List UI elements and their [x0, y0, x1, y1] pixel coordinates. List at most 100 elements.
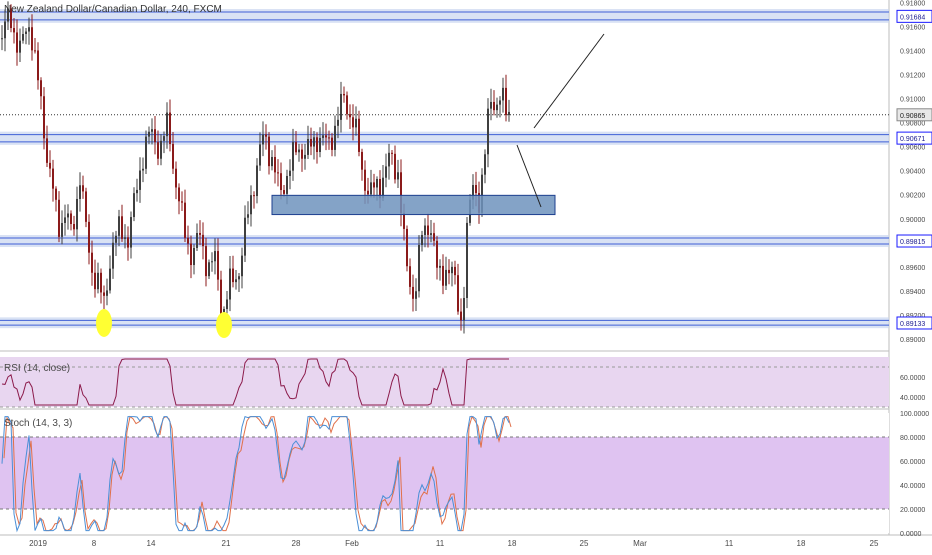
candle-body: [424, 225, 426, 235]
candle-body: [61, 222, 63, 237]
candle-body: [13, 28, 15, 33]
candle-body: [283, 190, 285, 194]
price-tick-label: 0.90000: [900, 217, 925, 224]
candle-body: [16, 32, 18, 53]
candle-body: [466, 222, 468, 298]
candle-body: [208, 262, 210, 277]
price-axis[interactable]: 0.91800 0.91600 0.91400 0.91200 0.91000 0.908…: [896, 0, 932, 538]
candle-body: [145, 136, 147, 169]
candle-body: [130, 217, 132, 248]
candle-body: [364, 169, 366, 191]
time-tick-label: 11: [725, 539, 734, 548]
candle-body: [463, 297, 465, 321]
candle-body: [97, 272, 99, 290]
candle-body: [373, 182, 375, 188]
candle-body: [271, 156, 273, 167]
candle-body: [148, 131, 150, 137]
price-tick-label: 0.90200: [900, 193, 925, 200]
candle-body: [418, 245, 420, 292]
price-tag-box-1: [896, 131, 932, 145]
candle-body: [286, 175, 288, 194]
price-tag-box-0: [896, 9, 932, 23]
candle-body: [100, 272, 102, 293]
candle-body: [385, 166, 387, 178]
candle-body: [136, 189, 138, 194]
candle-body: [169, 112, 171, 144]
candle-body: [82, 185, 84, 192]
candle-body: [439, 265, 441, 268]
candle-body: [46, 138, 48, 163]
time-tick-label: 21: [222, 539, 231, 548]
candle-body: [25, 31, 27, 34]
candle-body: [265, 134, 267, 137]
candle-body: [226, 299, 228, 309]
candle-body: [4, 21, 6, 39]
candle-body: [151, 129, 153, 132]
price-tick-label: 0.91800: [900, 0, 925, 7]
price-tick-label: 0.89000: [900, 337, 925, 344]
candle-body: [253, 195, 255, 197]
candle-body: [118, 216, 120, 236]
time-tick-label: 18: [508, 539, 517, 548]
price-tick-label: 0.91000: [900, 97, 925, 104]
low-marker-1: [96, 309, 112, 337]
price-tick-label: 0.91200: [900, 73, 925, 80]
candle-body: [70, 213, 72, 225]
candle-body: [328, 137, 330, 139]
price-tick-label: 0.89400: [900, 289, 925, 296]
price-tick-label: 0.90600: [900, 145, 925, 152]
candle-body: [19, 40, 21, 53]
candle-body: [37, 50, 39, 81]
stoch-tick-label: 20.0000: [900, 507, 925, 514]
candle-body: [7, 8, 9, 22]
candle-body: [322, 135, 324, 138]
candle-body: [379, 178, 381, 199]
candle-body: [199, 233, 201, 235]
candle-body: [157, 142, 159, 159]
candle-body: [397, 172, 399, 180]
candle-body: [250, 195, 252, 215]
time-tick-label: 2019: [29, 539, 47, 548]
time-tick-label: 25: [870, 539, 879, 548]
demand-zone-box: [271, 194, 556, 216]
stoch-tick-label: 40.0000: [900, 483, 925, 490]
candle-body: [436, 240, 438, 268]
candle-body: [484, 154, 486, 175]
candle-body: [319, 137, 321, 152]
time-axis[interactable]: 2019 8 14 21 28 Feb 11 18 25 Mar 11 18 25: [29, 539, 879, 548]
symbol-title: New Zealand Dollar/Canadian Dollar, 240,…: [4, 4, 222, 15]
candle-body: [316, 137, 318, 152]
candle-body: [358, 118, 360, 152]
candle-body: [502, 87, 504, 101]
candle-body: [34, 50, 36, 52]
candle-body: [361, 151, 363, 170]
current-price-label: 0.90865: [900, 113, 925, 120]
stoch-tick-label: 0.0000: [900, 531, 922, 538]
price-tag-label: 0.89815: [900, 239, 925, 246]
candle-body: [349, 114, 351, 118]
drawing-tools[interactable]: [271, 33, 605, 216]
candle-body: [304, 154, 306, 159]
candle-body: [31, 27, 33, 51]
candle-body: [430, 233, 432, 235]
stoch-tick-label: 80.0000: [900, 435, 925, 442]
candle-body: [58, 199, 60, 237]
candle-body: [400, 172, 402, 214]
candle-body: [394, 153, 396, 180]
candle-body: [457, 275, 459, 312]
candle-body: [493, 101, 495, 111]
candle-body: [124, 237, 126, 239]
candle-body: [196, 233, 198, 248]
candle-body: [175, 168, 177, 188]
candle-body: [442, 265, 444, 286]
candle-body: [94, 272, 96, 290]
candle-body: [454, 266, 456, 276]
stoch-tick-label: 60.0000: [900, 459, 925, 466]
candle-body: [298, 149, 300, 153]
price-tag-box-3: [896, 316, 932, 330]
candle-body: [331, 137, 333, 150]
candle-body: [154, 129, 156, 143]
candle-body: [127, 237, 129, 248]
